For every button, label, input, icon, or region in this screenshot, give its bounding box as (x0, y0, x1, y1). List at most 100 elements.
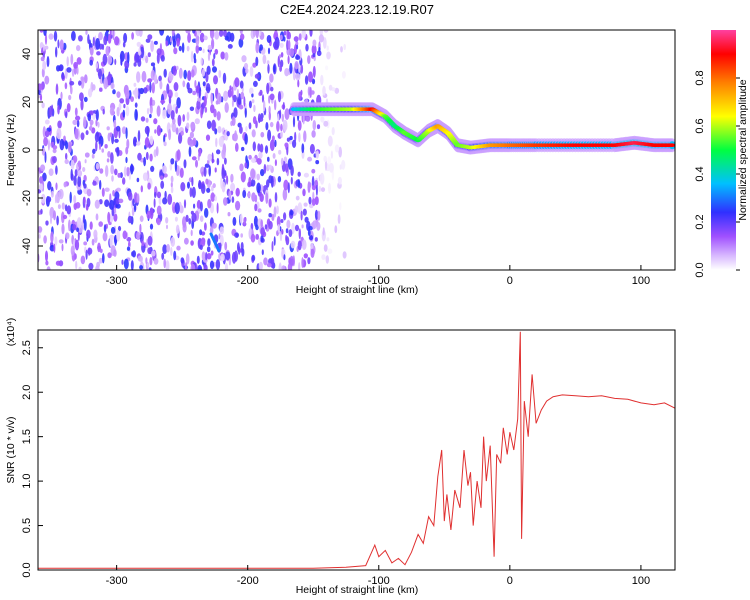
spectrogram-cell (191, 186, 196, 199)
spectrogram-cell (116, 146, 120, 157)
spectrogram-cell (320, 187, 326, 193)
spectrogram-cell (63, 181, 67, 188)
spectrogram-cell (105, 165, 109, 177)
spectrogram-cell (43, 136, 48, 147)
spectrogram-cell (209, 226, 214, 234)
spectrogram-cell (53, 30, 58, 42)
spectrogram-cell (200, 106, 203, 119)
spectrogram-cell (191, 176, 194, 187)
spectrogram-cell (284, 68, 290, 77)
spectrogram-cell (165, 260, 170, 270)
spectrogram-cell (323, 155, 328, 163)
spectrogram-cell (176, 65, 179, 70)
spectrogram-cell (162, 165, 167, 174)
spectrogram-cell (318, 185, 322, 192)
spectrogram-cell (161, 252, 165, 260)
spectrogram-cell (149, 257, 153, 266)
spectrogram-cell (263, 257, 268, 266)
spectrogram-cell (311, 175, 315, 188)
spectrogram-cell (221, 167, 226, 180)
spectrogram-cell (206, 187, 211, 193)
spectrogram-cell (198, 87, 201, 99)
spectrogram-cell (110, 226, 116, 234)
spectrogram-cell (119, 172, 123, 179)
spectrogram-cell (106, 126, 110, 131)
spectrogram-cell (83, 241, 88, 246)
spectrogram-cell (272, 153, 276, 159)
spectrogram-cell (201, 171, 204, 177)
spectrogram-cell (289, 210, 294, 216)
spectrogram-cell (114, 138, 119, 143)
spectrogram-cell (170, 175, 174, 183)
spectrogram-cell (259, 193, 264, 203)
snr-y-label: SNR (10 * v/v) (5, 416, 17, 483)
spectrogram-cell (198, 179, 202, 189)
spectrogram-cell (206, 83, 211, 94)
spectrogram-cell (207, 153, 212, 162)
x-tick-label: 100 (632, 575, 650, 587)
spectrogram-cell (154, 129, 157, 134)
spectrogram-cell (103, 224, 107, 233)
spectrogram-cell (89, 119, 94, 126)
spectrogram-cell (54, 236, 58, 246)
spectrogram-cell (226, 131, 230, 137)
spectrogram-cell (232, 132, 238, 142)
spectrogram-cell (184, 237, 189, 245)
spectrogram-cell (169, 162, 173, 171)
spectrogram-cell (91, 238, 95, 246)
spectrogram-cell (166, 243, 171, 253)
spectrogram-cell (328, 84, 333, 91)
spectrogram-cell (85, 249, 88, 260)
spectrogram-cell (190, 229, 193, 237)
spectrogram-cell (101, 43, 105, 50)
spectrogram-cell (312, 120, 317, 131)
spectrogram-cell (107, 55, 113, 65)
spectrogram-cell (140, 256, 143, 264)
spectrogram-cell (218, 70, 222, 78)
spectrogram-x-axis: -300 -200 -100 0 100 (106, 265, 650, 287)
spectrogram-cell (111, 175, 114, 182)
spectrogram-cell (210, 104, 215, 114)
spectrogram-cell (92, 84, 96, 91)
spectrogram-cell (298, 33, 302, 41)
spectrogram-cell (276, 205, 279, 215)
spectrogram-cell (99, 168, 104, 174)
spectrogram-cell (273, 206, 277, 218)
spectrogram-cell (259, 30, 262, 36)
spectrogram-cell (80, 132, 85, 141)
spectrogram-cell (251, 99, 255, 104)
spectrogram-cell (253, 80, 258, 87)
y-tick-label: 40 (21, 48, 33, 60)
spectrogram-cell (180, 257, 185, 264)
spectrogram-cell (40, 164, 46, 172)
spectrogram-cell (195, 34, 200, 46)
spectrogram-cell (283, 254, 286, 261)
spectrogram-cell (153, 257, 159, 265)
spectrogram-cell (276, 121, 280, 132)
spectrogram-cell (134, 87, 139, 100)
spectrogram-cell (163, 258, 166, 269)
spectrogram-cell (149, 135, 154, 146)
spectrogram-cell (190, 50, 194, 63)
spectrogram-cell (268, 198, 272, 208)
spectrogram-cell (146, 262, 150, 268)
spectrogram-cell (251, 157, 256, 163)
spectrogram-cell (227, 212, 231, 217)
spectrogram-cell (107, 132, 111, 142)
spectrogram-cell (86, 229, 91, 239)
spectrogram-cell (78, 266, 82, 270)
spectrogram-cell (283, 179, 289, 191)
spectrogram-cell (75, 260, 78, 270)
spectrogram-cell (70, 53, 74, 65)
spectrogram-cell (83, 196, 86, 205)
spectrogram-cell (89, 221, 93, 230)
spectrogram-cell (102, 53, 108, 66)
spectrogram-cell (107, 151, 111, 158)
x-tick-label: -300 (106, 275, 128, 287)
spectrogram-cell (290, 176, 293, 185)
spectrogram-cell (292, 139, 297, 148)
spectrogram-cell (186, 82, 190, 90)
spectrogram-cell (55, 165, 58, 175)
spectrogram-cell (165, 40, 168, 47)
